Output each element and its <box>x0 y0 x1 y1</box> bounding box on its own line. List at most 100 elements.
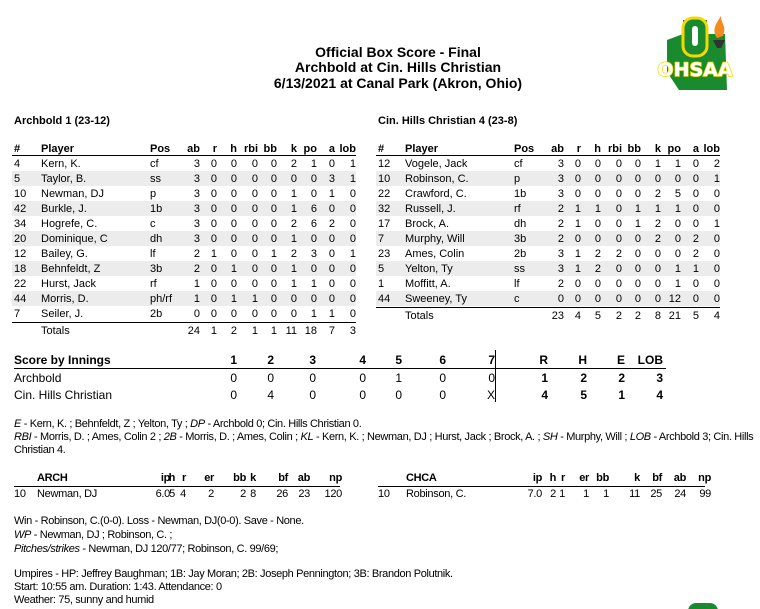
home-totals-row: Totals 23 4 5 2 2 8 21 5 4 <box>376 308 720 323</box>
lob-label: LOB <box>629 431 651 443</box>
player-cell: Hogrefe, C. <box>41 218 98 230</box>
player-cell: 1 <box>349 158 356 170</box>
column-header: ab <box>551 143 564 155</box>
player-cell: 2 <box>193 263 200 275</box>
player-cell: cf <box>514 158 523 170</box>
player-cell: 2 <box>290 218 297 230</box>
pitching-column-header: er <box>579 472 589 484</box>
player-row: 42 Burkle, J. 1b 3 0 0 0 0 1 6 0 0 <box>12 201 356 216</box>
player-cell: 3 <box>310 248 317 260</box>
date-venue: 6/13/2021 at Canal Park (Akron, Ohio) <box>273 75 523 91</box>
player-cell: 1 <box>193 278 200 290</box>
player-cell: 3b <box>150 263 163 275</box>
player-cell: 20 <box>14 233 27 245</box>
player-cell: 0 <box>713 203 720 215</box>
player-cell: 0 <box>270 218 277 230</box>
pitches-label: Pitches/strikes <box>14 543 80 555</box>
player-cell: 0 <box>594 173 601 185</box>
pitching-column-header: bf <box>278 472 288 484</box>
totals-cell: Totals <box>405 310 434 322</box>
pitching-stat: 2 <box>208 488 214 500</box>
player-cell: 32 <box>378 203 391 215</box>
player-cell: 3 <box>557 263 564 275</box>
player-cell: 0 <box>328 293 335 305</box>
player-cell: p <box>150 188 157 200</box>
player-cell: 0 <box>193 308 200 320</box>
player-cell: 6 <box>310 218 317 230</box>
player-cell: 1 <box>310 278 317 290</box>
away-batting-header: # Player Pos ab r h rbi bb k po a lob <box>12 141 356 156</box>
totals-cell: 2 <box>634 310 641 322</box>
pitching-stat: 2 <box>550 488 556 500</box>
pitching-stat: 120 <box>324 488 343 500</box>
column-header: bb <box>627 143 641 155</box>
player-cell: 0 <box>692 188 699 200</box>
player-cell: 1 <box>290 278 297 290</box>
player-cell: 0 <box>230 248 237 260</box>
player-cell: 1 <box>230 293 237 305</box>
player-cell: 1 <box>230 263 237 275</box>
player-cell: 17 <box>378 218 391 230</box>
pitching-column-header: np <box>698 472 711 484</box>
player-cell: 22 <box>378 188 391 200</box>
player-cell: 3 <box>193 158 200 170</box>
team-name: Cin. Hills Christian <box>14 388 113 402</box>
totals-cell: 4 <box>713 310 720 322</box>
player-cell: 0 <box>574 233 581 245</box>
player-cell: 2b <box>514 248 527 260</box>
player-cell: Russell, J. <box>405 203 456 215</box>
totals-cell: 18 <box>304 325 317 337</box>
totals-cell: 24 <box>187 325 200 337</box>
player-cell: 12 <box>668 293 681 305</box>
totals-cell: 1 <box>270 325 277 337</box>
player-cell: 0 <box>615 218 622 230</box>
pitching-column-header: ab <box>673 472 687 484</box>
player-row: 1 Moffitt, A. lf 2 0 0 0 0 0 1 0 0 <box>376 276 720 291</box>
player-cell: 0 <box>210 218 217 230</box>
player-cell: 2 <box>615 248 622 260</box>
player-cell: cf <box>150 158 159 170</box>
player-cell: 0 <box>674 173 681 185</box>
player-row: 32 Russell, J. rf 2 1 1 0 1 1 1 0 0 <box>376 201 720 216</box>
player-cell: 5 <box>14 173 21 185</box>
player-cell: 1 <box>270 248 277 260</box>
player-cell: 1 <box>574 218 581 230</box>
player-cell: 0 <box>270 263 277 275</box>
column-header: h <box>230 143 237 155</box>
player-cell: 22 <box>14 278 27 290</box>
player-cell: Behnfeldt, Z <box>41 263 101 275</box>
totals-rule <box>12 322 356 323</box>
total-header: H <box>578 353 587 367</box>
pitches-text: - Newman, DJ 120/77; Robinson, C. 99/69; <box>79 543 279 555</box>
sh-label: SH <box>542 431 558 443</box>
innings-divider <box>495 350 496 402</box>
inning-score: 0 <box>230 371 237 385</box>
pitching-column-header: ip <box>160 472 170 484</box>
player-cell: 7 <box>378 233 385 245</box>
inning-score: 1 <box>395 371 402 385</box>
column-header: rbi <box>243 143 258 155</box>
player-cell: 0 <box>692 218 699 230</box>
player-cell: Taylor, B. <box>41 173 87 185</box>
player-cell: Murphy, Will <box>405 233 465 245</box>
player-cell: 0 <box>654 263 661 275</box>
player-cell: Burkle, J. <box>41 203 87 215</box>
player-cell: 3 <box>557 188 564 200</box>
player-cell: 0 <box>251 233 258 245</box>
player-cell: Yelton, Ty <box>405 263 453 275</box>
player-cell: 0 <box>328 233 335 245</box>
inning-score: 0 <box>439 388 446 402</box>
player-cell: 1 <box>713 218 720 230</box>
player-cell: 0 <box>349 308 356 320</box>
player-cell: 0 <box>654 278 661 290</box>
player-cell: 0 <box>270 233 277 245</box>
player-cell: lf <box>514 278 520 290</box>
player-cell: 12 <box>14 248 27 260</box>
totals-cell: 21 <box>668 310 681 322</box>
pitching-column-header: h <box>168 472 176 484</box>
player-cell: 3 <box>193 233 200 245</box>
player-cell: 1 <box>349 248 356 260</box>
column-header: Player <box>405 143 439 155</box>
